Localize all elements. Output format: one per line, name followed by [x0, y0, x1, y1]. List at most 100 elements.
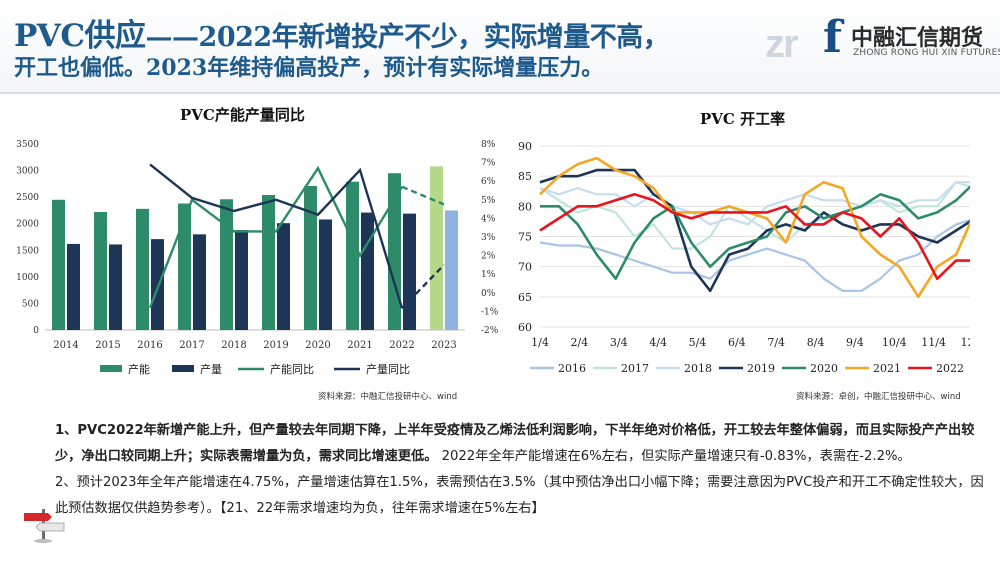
- x-tick: 2016: [137, 340, 162, 351]
- logo-mark: zr: [765, 22, 799, 66]
- logo-letter: f: [823, 12, 842, 63]
- x-tick: 2023: [431, 340, 456, 351]
- output-bar: [235, 230, 248, 330]
- legend-swatch: [100, 365, 122, 372]
- x-tick: 2/4: [571, 336, 589, 349]
- right-y-tick: -2%: [481, 326, 499, 336]
- output-bar: [193, 234, 206, 330]
- output-bar: [361, 212, 374, 330]
- capacity-output-chart: 0 500 1000 1500 2000 2500 3000 3500 -2% -1% 0% 1% 2%…: [16, 140, 499, 376]
- capacity-bar: [178, 203, 191, 330]
- x-tick: 10/4: [882, 336, 907, 349]
- left-source: 资料来源：中融汇信投研中心、wind: [318, 392, 458, 402]
- output-yoy-line-estimate: [401, 264, 445, 310]
- left-y-tick: 500: [22, 299, 39, 309]
- legend-label: 2017: [621, 362, 649, 375]
- capacity-bar: [346, 181, 359, 330]
- capacity-bar: [220, 199, 233, 330]
- right-y-tick: -1%: [481, 307, 499, 317]
- capacity-yoy-line: [148, 165, 404, 309]
- right-y-tick: 5%: [481, 196, 496, 206]
- output-bar: [151, 239, 164, 330]
- right-y-tick: 0%: [481, 289, 496, 299]
- x-tick: 12/4: [961, 336, 970, 349]
- left-y-tick: 3500: [16, 140, 39, 150]
- legend-label: 产能: [128, 362, 150, 376]
- output-yoy-line: [149, 163, 404, 309]
- legend-label: 产能同比: [270, 362, 314, 376]
- right-y-tick: 2%: [481, 252, 496, 262]
- left-chart-title: PVC产能产量同比: [180, 106, 305, 124]
- right-y-tick: 3%: [481, 233, 496, 243]
- logo-name-en: ZHONG RONG HUI XIN FUTURES: [853, 48, 1000, 58]
- capacity-bar: [430, 166, 443, 330]
- output-bar: [109, 244, 122, 330]
- company-logo: zr f 中融汇信期货 ZHONG RONG HUI XIN FUTURES: [765, 12, 1000, 70]
- right-y-tick: 8%: [481, 140, 496, 150]
- legend-label: 2018: [684, 362, 712, 375]
- capacity-bar: [262, 195, 275, 330]
- legend-label: 2020: [810, 362, 838, 375]
- capacity-bar: [304, 185, 317, 330]
- output-bar: [403, 213, 416, 330]
- left-y-tick: 0: [33, 326, 39, 336]
- title-rest: ——2022年新增投产不少，实际增量不高，: [145, 22, 670, 53]
- y-tick: 70: [518, 261, 532, 274]
- y-tick: 65: [518, 291, 532, 304]
- series-line-2020: [540, 185, 970, 280]
- capacity-bar: [52, 199, 65, 330]
- x-tick: 11/4: [921, 336, 946, 349]
- legend-swatch: [172, 365, 194, 372]
- series-line-2021: [539, 156, 970, 299]
- right-y-tick: 4%: [481, 214, 496, 224]
- legend-label: 产量同比: [366, 362, 410, 376]
- x-tick: 2018: [221, 340, 246, 351]
- output-bar: [445, 210, 458, 330]
- x-tick: 9/4: [846, 336, 864, 349]
- series-line-2022: [539, 193, 970, 280]
- output-bar: [277, 223, 290, 330]
- left-y-tick: 2000: [16, 220, 39, 230]
- x-tick: 3/4: [610, 336, 628, 349]
- x-tick: 1/4: [531, 336, 549, 349]
- y-tick: 75: [518, 231, 532, 244]
- left-y-tick: 3000: [16, 167, 39, 177]
- y-tick: 90: [518, 140, 532, 153]
- logo-name-cn: 中融汇信期货: [851, 26, 984, 51]
- right-y-tick: 6%: [481, 177, 496, 187]
- notes: 1、PVC2022年新增产能上升，但产量较去年同期下降，上半年受疫情及乙烯法低利…: [55, 418, 985, 522]
- title-big: PVC供应: [14, 18, 146, 54]
- series-line-2019: [539, 168, 970, 293]
- y-tick: 80: [518, 200, 532, 213]
- capacity-yoy-line-estimate: [401, 185, 445, 206]
- x-tick: 7/4: [767, 336, 785, 349]
- series-line-2016: [539, 218, 970, 292]
- slide-title-line-2: 开工也偏低。2023年维持偏高投产，预计有实际增量压力。: [14, 55, 604, 81]
- note-1-bold: 1、PVC2022年新增产能上升，但产量较去年同期下降，上半年受疫情及乙烯法低利…: [55, 423, 975, 464]
- left-y-tick: 1000: [16, 273, 39, 283]
- legend-label: 2022: [936, 362, 964, 375]
- x-tick: 2015: [95, 340, 120, 351]
- title-area: PVC供应——2022年新增投产不少，实际增量不高， 开工也偏低。2023年维持…: [0, 0, 1000, 92]
- y-tick: 60: [518, 321, 532, 334]
- series-line-2017: [539, 181, 970, 250]
- header-divider: [0, 92, 1000, 94]
- x-tick: 2019: [263, 340, 288, 351]
- capacity-bar: [94, 212, 107, 330]
- y-tick: 85: [518, 170, 532, 183]
- right-y-tick: 1%: [481, 270, 496, 280]
- x-tick: 2017: [179, 340, 204, 351]
- note-paragraph-2: 2、预计2023年全年产能增速在4.75%，产量增速估算在1.5%，表需预估在3…: [55, 475, 984, 516]
- note-paragraph-1: 1、PVC2022年新增产能上升，但产量较去年同期下降，上半年受疫情及乙烯法低利…: [55, 418, 985, 470]
- x-tick: 6/4: [728, 336, 746, 349]
- x-tick: 2020: [305, 340, 330, 351]
- x-tick: 2022: [389, 340, 414, 351]
- signpost-icon: [24, 509, 65, 543]
- left-y-tick: 1500: [16, 246, 39, 256]
- legend-label: 2016: [558, 362, 586, 375]
- legend-label: 2019: [747, 362, 775, 375]
- right-y-tick: 7%: [481, 159, 496, 169]
- legend-label: 2021: [873, 362, 901, 375]
- output-bar: [67, 243, 80, 330]
- capacity-bar: [388, 173, 401, 330]
